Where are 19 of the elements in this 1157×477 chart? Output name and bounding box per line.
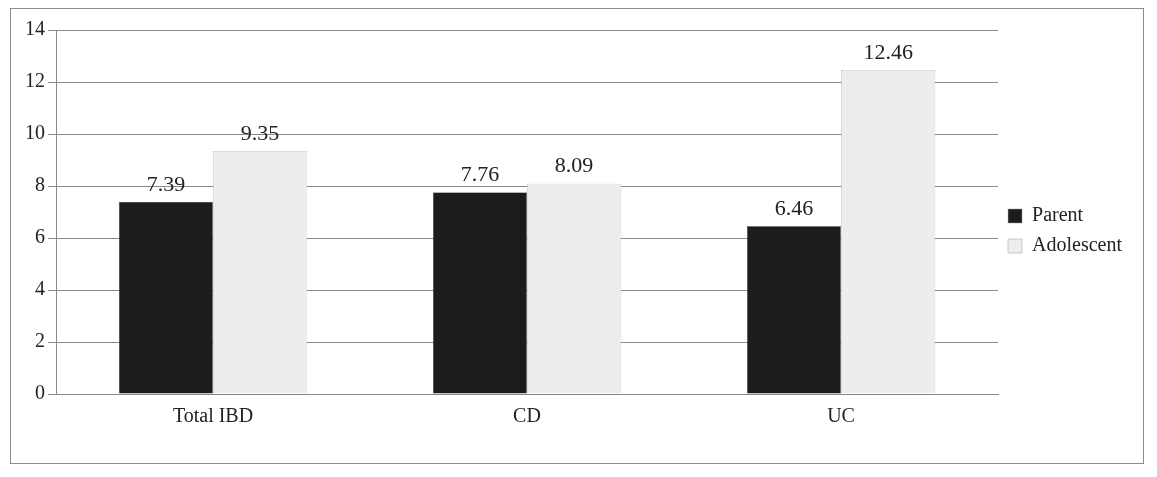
y-tick-label: 10 <box>25 121 45 144</box>
data-label: 6.46 <box>774 194 814 220</box>
y-tick-label: 4 <box>35 277 45 300</box>
data-label: 12.46 <box>863 38 913 64</box>
x-tick-label: UC <box>827 404 855 427</box>
x-tick-label: CD <box>513 404 541 427</box>
legend-label: Parent <box>1032 203 1084 226</box>
y-tick-label: 8 <box>35 173 45 196</box>
y-tick-label: 14 <box>25 17 45 40</box>
y-tick-label: 0 <box>35 381 45 404</box>
x-tick-label: Total IBD <box>172 404 254 427</box>
data-label: 9.35 <box>240 119 280 145</box>
y-tick-label: 2 <box>35 329 45 352</box>
y-tick-label: 6 <box>35 225 45 248</box>
data-label: 7.39 <box>146 170 186 196</box>
data-label: 8.09 <box>554 152 594 178</box>
data-label: 7.76 <box>460 161 500 187</box>
y-tick-label: 12 <box>25 69 45 92</box>
legend-label: Adolescent <box>1032 233 1123 256</box>
